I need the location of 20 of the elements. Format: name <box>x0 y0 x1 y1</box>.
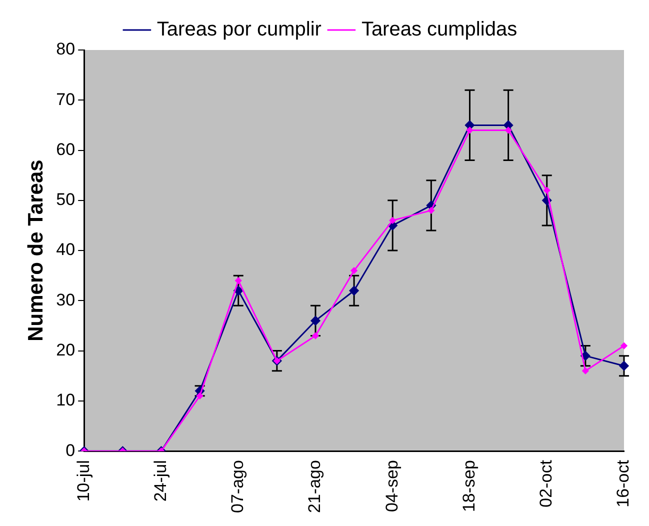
y-tick-label: 30 <box>56 290 76 310</box>
x-tick-label: 24-jul <box>150 460 170 502</box>
y-tick-label: 10 <box>56 390 76 410</box>
y-tick-label: 70 <box>56 90 76 109</box>
y-axis-title: Numero de Tareas <box>24 160 48 342</box>
x-tick-label: 21-ago <box>305 460 324 514</box>
x-tick-label: 02-oct <box>536 460 556 508</box>
x-tick-label: 18-sep <box>459 460 478 512</box>
x-tick-label: 07-ago <box>228 460 248 514</box>
y-tick-label: 0 <box>66 440 76 460</box>
y-tick-label: 20 <box>56 340 76 360</box>
x-tick-label: 10-jul <box>74 460 93 502</box>
y-tick-label: 40 <box>56 240 76 260</box>
x-tick-label: 16-oct <box>614 460 633 508</box>
y-tick-label: 60 <box>56 140 76 159</box>
y-tick-label: 50 <box>56 190 76 210</box>
y-tick-label: 80 <box>56 40 76 59</box>
legend-label: Tareas cumplidas <box>361 18 518 41</box>
x-tick-label: 04-sep <box>382 460 402 512</box>
legend-label: Tareas por cumplir <box>156 18 322 41</box>
